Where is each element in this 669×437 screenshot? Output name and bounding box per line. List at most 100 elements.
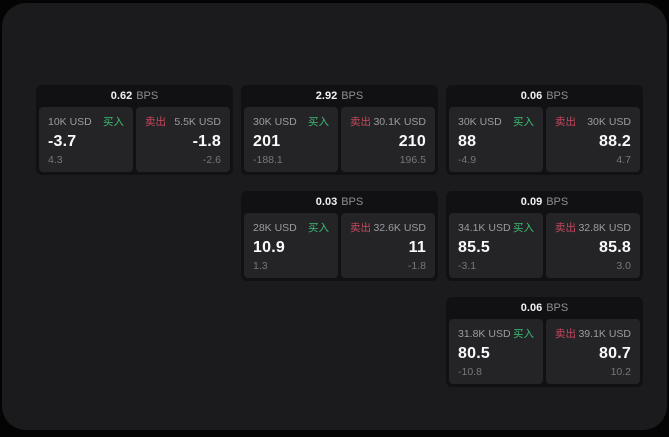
bps-value: 0.62 — [110, 90, 133, 102]
bps-value: 2.92 — [315, 90, 338, 102]
sell-delta: -2.6 — [202, 154, 221, 166]
buy-pane-top: 30K USD 买入 — [253, 114, 329, 129]
buy-amount: 10K USD — [48, 115, 92, 128]
sell-delta: 3.0 — [616, 260, 631, 272]
bps-unit-label: BPS — [341, 90, 364, 102]
sell-pane[interactable]: 卖出 32.6K USD 11 -1.8 — [341, 213, 435, 278]
buy-value: 10.9 — [253, 238, 285, 256]
sell-pane[interactable]: 卖出 30K USD 88.2 4.7 — [546, 107, 640, 172]
sell-value: 210 — [398, 132, 426, 150]
sell-delta: 10.2 — [610, 366, 631, 378]
sell-label: 卖出 — [555, 328, 576, 340]
sell-label: 卖出 — [555, 116, 576, 128]
bps-card: 0.06 BPS 31.8K USD 买入 80.5 -10.8 卖出 39.1… — [446, 297, 643, 387]
sell-amount: 30.1K USD — [373, 115, 426, 128]
buy-value: 80.5 — [458, 344, 490, 362]
sell-label: 卖出 — [145, 116, 166, 128]
buy-label: 买入 — [513, 328, 534, 340]
sell-value: 11 — [408, 238, 426, 256]
sell-pane-top: 卖出 30K USD — [555, 114, 631, 129]
sell-pane-top: 卖出 5.5K USD — [145, 114, 221, 129]
sell-pane-top: 卖出 30.1K USD — [350, 114, 426, 129]
bps-value: 0.06 — [520, 90, 543, 102]
buy-value: -3.7 — [48, 132, 77, 150]
card-body: 30K USD 买入 201 -188.1 卖出 30.1K USD 210 1… — [244, 107, 435, 172]
card-header: 2.92 BPS — [244, 85, 435, 107]
sell-value: -1.8 — [192, 132, 221, 150]
sell-label: 卖出 — [350, 222, 371, 234]
card-body: 10K USD 买入 -3.7 4.3 卖出 5.5K USD -1.8 -2.… — [39, 107, 230, 172]
sell-value: 88.2 — [599, 132, 631, 150]
sell-value: 80.7 — [599, 344, 631, 362]
sell-pane-top: 卖出 32.6K USD — [350, 220, 426, 235]
buy-delta: -188.1 — [253, 154, 283, 166]
buy-amount: 34.1K USD — [458, 221, 511, 234]
buy-delta: -10.8 — [458, 366, 482, 378]
buy-pane[interactable]: 28K USD 买入 10.9 1.3 — [244, 213, 338, 278]
page-panel: 0.62 BPS 10K USD 买入 -3.7 4.3 卖出 5.5K USD — [2, 3, 667, 430]
buy-label: 买入 — [513, 222, 534, 234]
buy-delta: -4.9 — [458, 154, 477, 166]
bps-unit-label: BPS — [546, 196, 569, 208]
bps-card: 2.92 BPS 30K USD 买入 201 -188.1 卖出 30.1K … — [241, 85, 438, 175]
sell-delta: -1.8 — [407, 260, 426, 272]
sell-amount: 39.1K USD — [578, 327, 631, 340]
sell-pane[interactable]: 卖出 39.1K USD 80.7 10.2 — [546, 319, 640, 384]
sell-pane[interactable]: 卖出 32.8K USD 85.8 3.0 — [546, 213, 640, 278]
sell-value: 85.8 — [599, 238, 631, 256]
bps-unit-label: BPS — [546, 302, 569, 314]
card-header: 0.06 BPS — [449, 297, 640, 319]
card-header: 0.03 BPS — [244, 191, 435, 213]
buy-pane-top: 28K USD 买入 — [253, 220, 329, 235]
buy-amount: 31.8K USD — [458, 327, 511, 340]
sell-delta: 196.5 — [399, 154, 426, 166]
buy-amount: 28K USD — [253, 221, 297, 234]
buy-delta: 1.3 — [253, 260, 268, 272]
buy-amount: 30K USD — [253, 115, 297, 128]
buy-pane-top: 34.1K USD 买入 — [458, 220, 534, 235]
sell-pane[interactable]: 卖出 5.5K USD -1.8 -2.6 — [136, 107, 230, 172]
card-body: 28K USD 买入 10.9 1.3 卖出 32.6K USD 11 -1.8 — [244, 213, 435, 278]
bps-card: 0.62 BPS 10K USD 买入 -3.7 4.3 卖出 5.5K USD — [36, 85, 233, 175]
card-header: 0.09 BPS — [449, 191, 640, 213]
buy-delta: 4.3 — [48, 154, 63, 166]
buy-pane[interactable]: 30K USD 买入 88 -4.9 — [449, 107, 543, 172]
bps-value: 0.06 — [520, 302, 543, 314]
sell-amount: 30K USD — [587, 115, 631, 128]
sell-pane[interactable]: 卖出 30.1K USD 210 196.5 — [341, 107, 435, 172]
sell-label: 卖出 — [350, 116, 371, 128]
bps-unit-label: BPS — [546, 90, 569, 102]
bps-card: 0.09 BPS 34.1K USD 买入 85.5 -3.1 卖出 32.8K… — [446, 191, 643, 281]
buy-pane[interactable]: 30K USD 买入 201 -188.1 — [244, 107, 338, 172]
card-body: 30K USD 买入 88 -4.9 卖出 30K USD 88.2 4.7 — [449, 107, 640, 172]
bps-unit-label: BPS — [136, 90, 159, 102]
buy-pane[interactable]: 10K USD 买入 -3.7 4.3 — [39, 107, 133, 172]
sell-delta: 4.7 — [616, 154, 631, 166]
bps-unit-label: BPS — [341, 196, 364, 208]
buy-pane-top: 31.8K USD 买入 — [458, 326, 534, 341]
buy-amount: 30K USD — [458, 115, 502, 128]
sell-amount: 32.8K USD — [578, 221, 631, 234]
bps-card: 0.03 BPS 28K USD 买入 10.9 1.3 卖出 32.6K US… — [241, 191, 438, 281]
card-body: 34.1K USD 买入 85.5 -3.1 卖出 32.8K USD 85.8… — [449, 213, 640, 278]
buy-pane[interactable]: 34.1K USD 买入 85.5 -3.1 — [449, 213, 543, 278]
cards-grid: 0.62 BPS 10K USD 买入 -3.7 4.3 卖出 5.5K USD — [36, 85, 643, 387]
sell-label: 卖出 — [555, 222, 576, 234]
buy-delta: -3.1 — [458, 260, 477, 272]
card-body: 31.8K USD 买入 80.5 -10.8 卖出 39.1K USD 80.… — [449, 319, 640, 384]
sell-amount: 32.6K USD — [373, 221, 426, 234]
card-header: 0.62 BPS — [39, 85, 230, 107]
card-header: 0.06 BPS — [449, 85, 640, 107]
buy-label: 买入 — [308, 116, 329, 128]
sell-pane-top: 卖出 39.1K USD — [555, 326, 631, 341]
sell-pane-top: 卖出 32.8K USD — [555, 220, 631, 235]
buy-pane-top: 30K USD 买入 — [458, 114, 534, 129]
bps-card: 0.06 BPS 30K USD 买入 88 -4.9 卖出 30K USD — [446, 85, 643, 175]
buy-pane[interactable]: 31.8K USD 买入 80.5 -10.8 — [449, 319, 543, 384]
buy-value: 88 — [458, 132, 477, 150]
bps-value: 0.09 — [520, 196, 543, 208]
buy-label: 买入 — [513, 116, 534, 128]
buy-value: 85.5 — [458, 238, 490, 256]
sell-amount: 5.5K USD — [174, 115, 221, 128]
buy-value: 201 — [253, 132, 281, 150]
